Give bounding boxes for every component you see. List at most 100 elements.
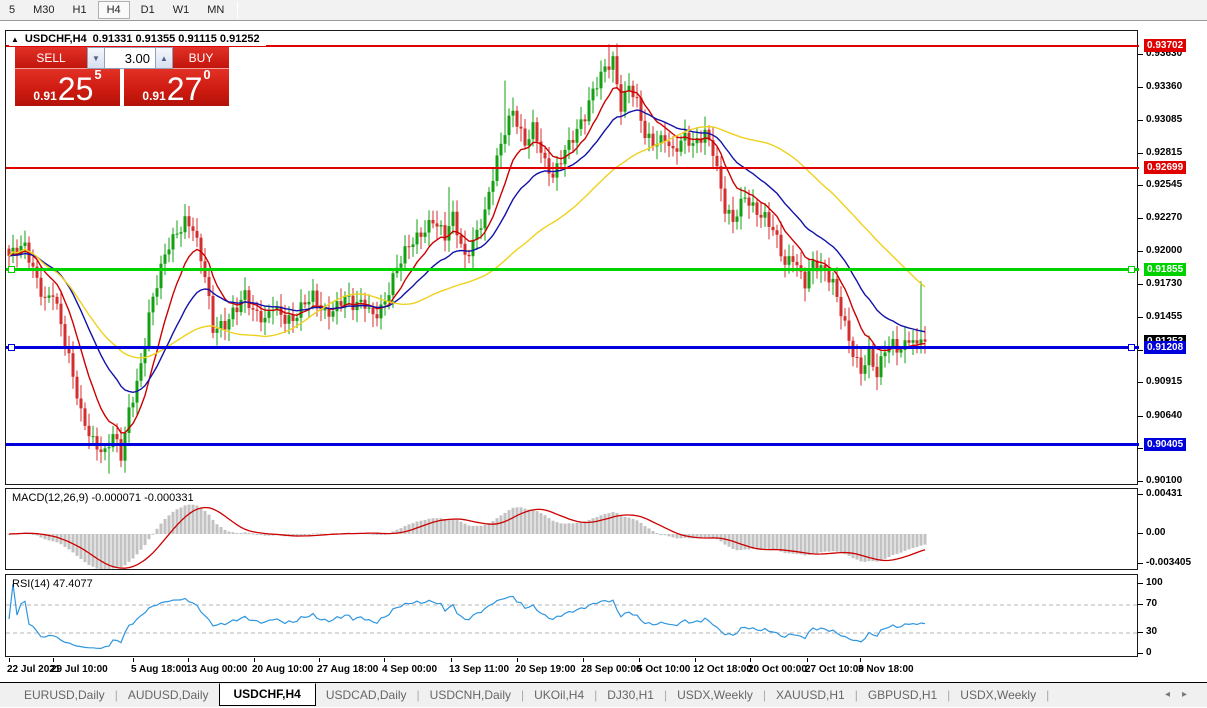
tab-usdcad-daily[interactable]: USDCAD,Daily — [325, 688, 407, 702]
tab-separator: | — [947, 688, 951, 702]
rsi-scale-label: 70 — [1146, 598, 1158, 609]
time-tick — [860, 658, 861, 662]
line-price-label: 0.93702 — [1144, 39, 1187, 53]
macd-label: MACD(12,26,9) -0.000071 -0.000331 — [12, 492, 194, 504]
macd-scale-label: -0.003405 — [1146, 557, 1192, 568]
tab-xauusd-h1[interactable]: XAUUSD,H1 — [776, 688, 845, 702]
time-tick — [188, 658, 189, 662]
line-price-label: 0.91208 — [1144, 340, 1187, 354]
axis-tick — [1138, 382, 1143, 384]
time-tick — [750, 658, 751, 662]
tab-separator: | — [854, 688, 858, 702]
tab-scroll-right-icon[interactable]: ▸ — [1181, 689, 1199, 700]
time-tick — [517, 658, 518, 662]
axis-tick — [1138, 53, 1143, 55]
tab-usdchf-h4[interactable]: USDCHF,H4 — [218, 682, 316, 706]
tab-usdcnh-daily[interactable]: USDCNH,Daily — [429, 688, 511, 702]
time-label: 20 Oct 00:00 — [748, 664, 807, 675]
price-axis[interactable]: 0.93630 0.93360 0.93085 0.92815 0.92545 0.922… — [1138, 30, 1207, 658]
buy-price-box[interactable]: 0.91 27 0 — [124, 68, 229, 107]
axis-tick — [1138, 448, 1143, 450]
tab-eurusd-daily[interactable]: EURUSD,Daily — [24, 688, 105, 702]
tab-audusd-daily[interactable]: AUDUSD,Daily — [127, 688, 209, 702]
line-handle[interactable] — [8, 343, 15, 351]
time-tick — [133, 658, 134, 662]
macd-value-main: -0.000071 — [91, 492, 142, 504]
rsi-scale-label: 30 — [1146, 626, 1158, 637]
time-label: 3 Nov 18:00 — [858, 664, 914, 675]
line-handle[interactable] — [1128, 265, 1135, 273]
time-label: 29 Jul 10:00 — [51, 664, 108, 675]
tab-ukoil-h4[interactable]: UKOil,H4 — [534, 688, 585, 702]
sell-price-big: 25 — [57, 71, 94, 107]
timeframe-button-d1[interactable]: D1 — [140, 4, 155, 16]
horizontal-line-0.90405[interactable] — [6, 443, 1139, 447]
tab-usdx-weekly[interactable]: USDX,Weekly — [677, 688, 753, 702]
macd-chart[interactable] — [6, 489, 1137, 569]
rsi-label: RSI(14) 47.4077 — [12, 578, 93, 590]
time-axis[interactable]: 22 Jul 2021 29 Jul 10:00 5 Aug 18:00 13 Aug… — [5, 658, 1207, 682]
tab-scroll-arrows[interactable]: ◂▸ — [1165, 689, 1199, 700]
line-price-label: 0.92699 — [1144, 160, 1187, 174]
chart-ohlc: 0.91331 0.91355 0.91115 0.91252 — [92, 33, 260, 45]
time-label: 5 Aug 18:00 — [131, 664, 187, 675]
time-label: 28 Sep 00:00 — [581, 664, 642, 675]
time-tick — [254, 658, 255, 662]
timeframe-button-mn[interactable]: MN — [207, 4, 225, 16]
volume-decrease-icon[interactable]: ▼ — [87, 47, 105, 69]
sell-button[interactable]: SELL — [15, 47, 87, 69]
timeframe-toolbar[interactable]: 5 M30 H1 H4 D1 W1 MN — [0, 0, 1207, 21]
line-handle[interactable] — [8, 265, 15, 273]
buy-price-big: 27 — [166, 71, 203, 107]
tab-separator: | — [594, 688, 598, 702]
buy-price-prefix: 0.91 — [142, 89, 166, 103]
axis-tick — [1138, 317, 1143, 318]
time-label: 13 Aug 00:00 — [186, 664, 248, 675]
macd-panel[interactable]: MACD(12,26,9) -0.000071 -0.000331 — [5, 488, 1138, 570]
volume-increase-icon[interactable]: ▲ — [155, 47, 173, 69]
candlestick-chart[interactable] — [6, 31, 1137, 484]
timeframe-button-m30[interactable]: M30 — [33, 4, 55, 16]
tab-separator: | — [114, 688, 118, 702]
line-handle[interactable] — [1128, 343, 1135, 351]
horizontal-line-0.91855[interactable] — [6, 268, 1139, 272]
axis-tick-label: 0.90640 — [1146, 409, 1183, 421]
timeframe-button-w1[interactable]: W1 — [172, 4, 190, 16]
axis-tick-label: 0.91455 — [1146, 311, 1183, 322]
tab-scroll-left-icon[interactable]: ◂ — [1164, 689, 1182, 700]
time-label: 22 Jul 2021 — [7, 664, 61, 675]
time-label: 5 Oct 10:00 — [637, 664, 691, 675]
toolbar-separator — [237, 2, 239, 18]
sell-price-box[interactable]: 0.91 25 5 — [15, 68, 120, 107]
time-tick — [451, 658, 452, 662]
axis-tick — [1138, 152, 1143, 154]
rsi-scale-label: 0 — [1146, 647, 1152, 658]
volume-input[interactable] — [105, 47, 155, 69]
axis-tick-label: 0.92270 — [1146, 212, 1183, 224]
time-tick — [807, 658, 808, 662]
axis-tick — [1138, 251, 1143, 253]
axis-tick — [1138, 583, 1143, 584]
main-chart-panel[interactable]: ▲ USDCHF,H4 0.91331 0.91355 0.91115 0.91… — [5, 30, 1139, 485]
rsi-scale-label: 100 — [1146, 577, 1163, 588]
tab-usdx-weekly[interactable]: USDX,Weekly — [960, 688, 1037, 702]
buy-button[interactable]: BUY — [173, 47, 229, 69]
axis-tick — [1138, 632, 1143, 633]
axis-tick-label: 0.92545 — [1146, 179, 1183, 191]
horizontal-line-0.93702[interactable] — [6, 45, 1139, 48]
axis-tick — [1138, 185, 1143, 187]
axis-tick — [1138, 86, 1143, 88]
rsi-chart[interactable] — [6, 575, 1137, 656]
chart-tab-bar: EURUSD,Daily | AUDUSD,Daily USDCHF,H4 USDCAD… — [0, 682, 1207, 707]
tab-dj30-h1[interactable]: DJ30,H1 — [607, 688, 654, 702]
horizontal-line-0.92699[interactable] — [6, 166, 1139, 169]
rsi-panel[interactable]: RSI(14) 47.4077 — [5, 574, 1138, 657]
axis-tick-label: 0.92815 — [1146, 146, 1183, 158]
collapse-icon[interactable]: ▲ — [11, 34, 19, 44]
timeframe-button-h4[interactable]: H4 — [97, 1, 130, 19]
tab-gbpusd-h1[interactable]: GBPUSD,H1 — [867, 688, 938, 702]
horizontal-line-0.91208[interactable] — [6, 346, 1139, 350]
sell-price-prefix: 0.91 — [33, 89, 57, 103]
timeframe-button-5[interactable]: 5 — [9, 4, 16, 16]
timeframe-button-h1[interactable]: H1 — [72, 4, 87, 16]
